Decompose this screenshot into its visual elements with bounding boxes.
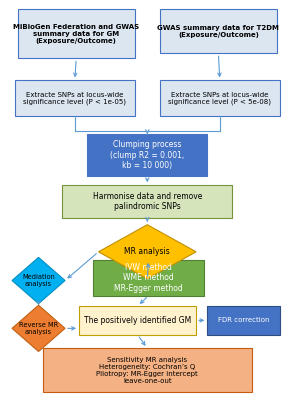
FancyBboxPatch shape xyxy=(207,306,280,335)
FancyBboxPatch shape xyxy=(160,10,277,53)
FancyBboxPatch shape xyxy=(15,80,135,116)
Text: MR analysis: MR analysis xyxy=(125,247,170,256)
FancyBboxPatch shape xyxy=(87,134,207,176)
Text: GWAS summary data for T2DM
(Exposure/Outcome): GWAS summary data for T2DM (Exposure/Out… xyxy=(157,25,279,38)
Text: FDR correction: FDR correction xyxy=(218,317,269,323)
Polygon shape xyxy=(12,258,65,304)
Text: Mediation
analysis: Mediation analysis xyxy=(22,274,55,287)
Text: IVW method
WME method
MR-Egger method: IVW method WME method MR-Egger method xyxy=(114,263,183,293)
FancyBboxPatch shape xyxy=(93,260,205,296)
Text: MiBioGen Federation and GWAS
summary data for GM
(Exposure/Outcome): MiBioGen Federation and GWAS summary dat… xyxy=(13,24,139,44)
Text: The positively identified GM: The positively identified GM xyxy=(84,316,191,325)
FancyBboxPatch shape xyxy=(43,348,252,392)
Text: Sensitivity MR analysis
Heterogeneity: Cochran’s Q
Pliotropy: MR-Egger intercept: Sensitivity MR analysis Heterogeneity: C… xyxy=(96,357,198,384)
Polygon shape xyxy=(98,225,196,279)
Text: Extracte SNPs at locus-wide
significance level (P < 1e-05): Extracte SNPs at locus-wide significance… xyxy=(23,92,126,105)
Polygon shape xyxy=(12,305,65,352)
Text: Clumping process
(clump R2 = 0.001,
kb = 10 000): Clumping process (clump R2 = 0.001, kb =… xyxy=(110,140,184,170)
FancyBboxPatch shape xyxy=(62,185,232,218)
FancyBboxPatch shape xyxy=(160,80,280,116)
FancyBboxPatch shape xyxy=(79,306,196,335)
Text: Extracte SNPs at locus-wide
significance level (P < 5e-08): Extracte SNPs at locus-wide significance… xyxy=(168,92,271,105)
FancyBboxPatch shape xyxy=(18,9,135,58)
Text: Reverse MR
analysis: Reverse MR analysis xyxy=(19,322,58,335)
Text: Harmonise data and remove
palindromic SNPs: Harmonise data and remove palindromic SN… xyxy=(93,192,202,211)
